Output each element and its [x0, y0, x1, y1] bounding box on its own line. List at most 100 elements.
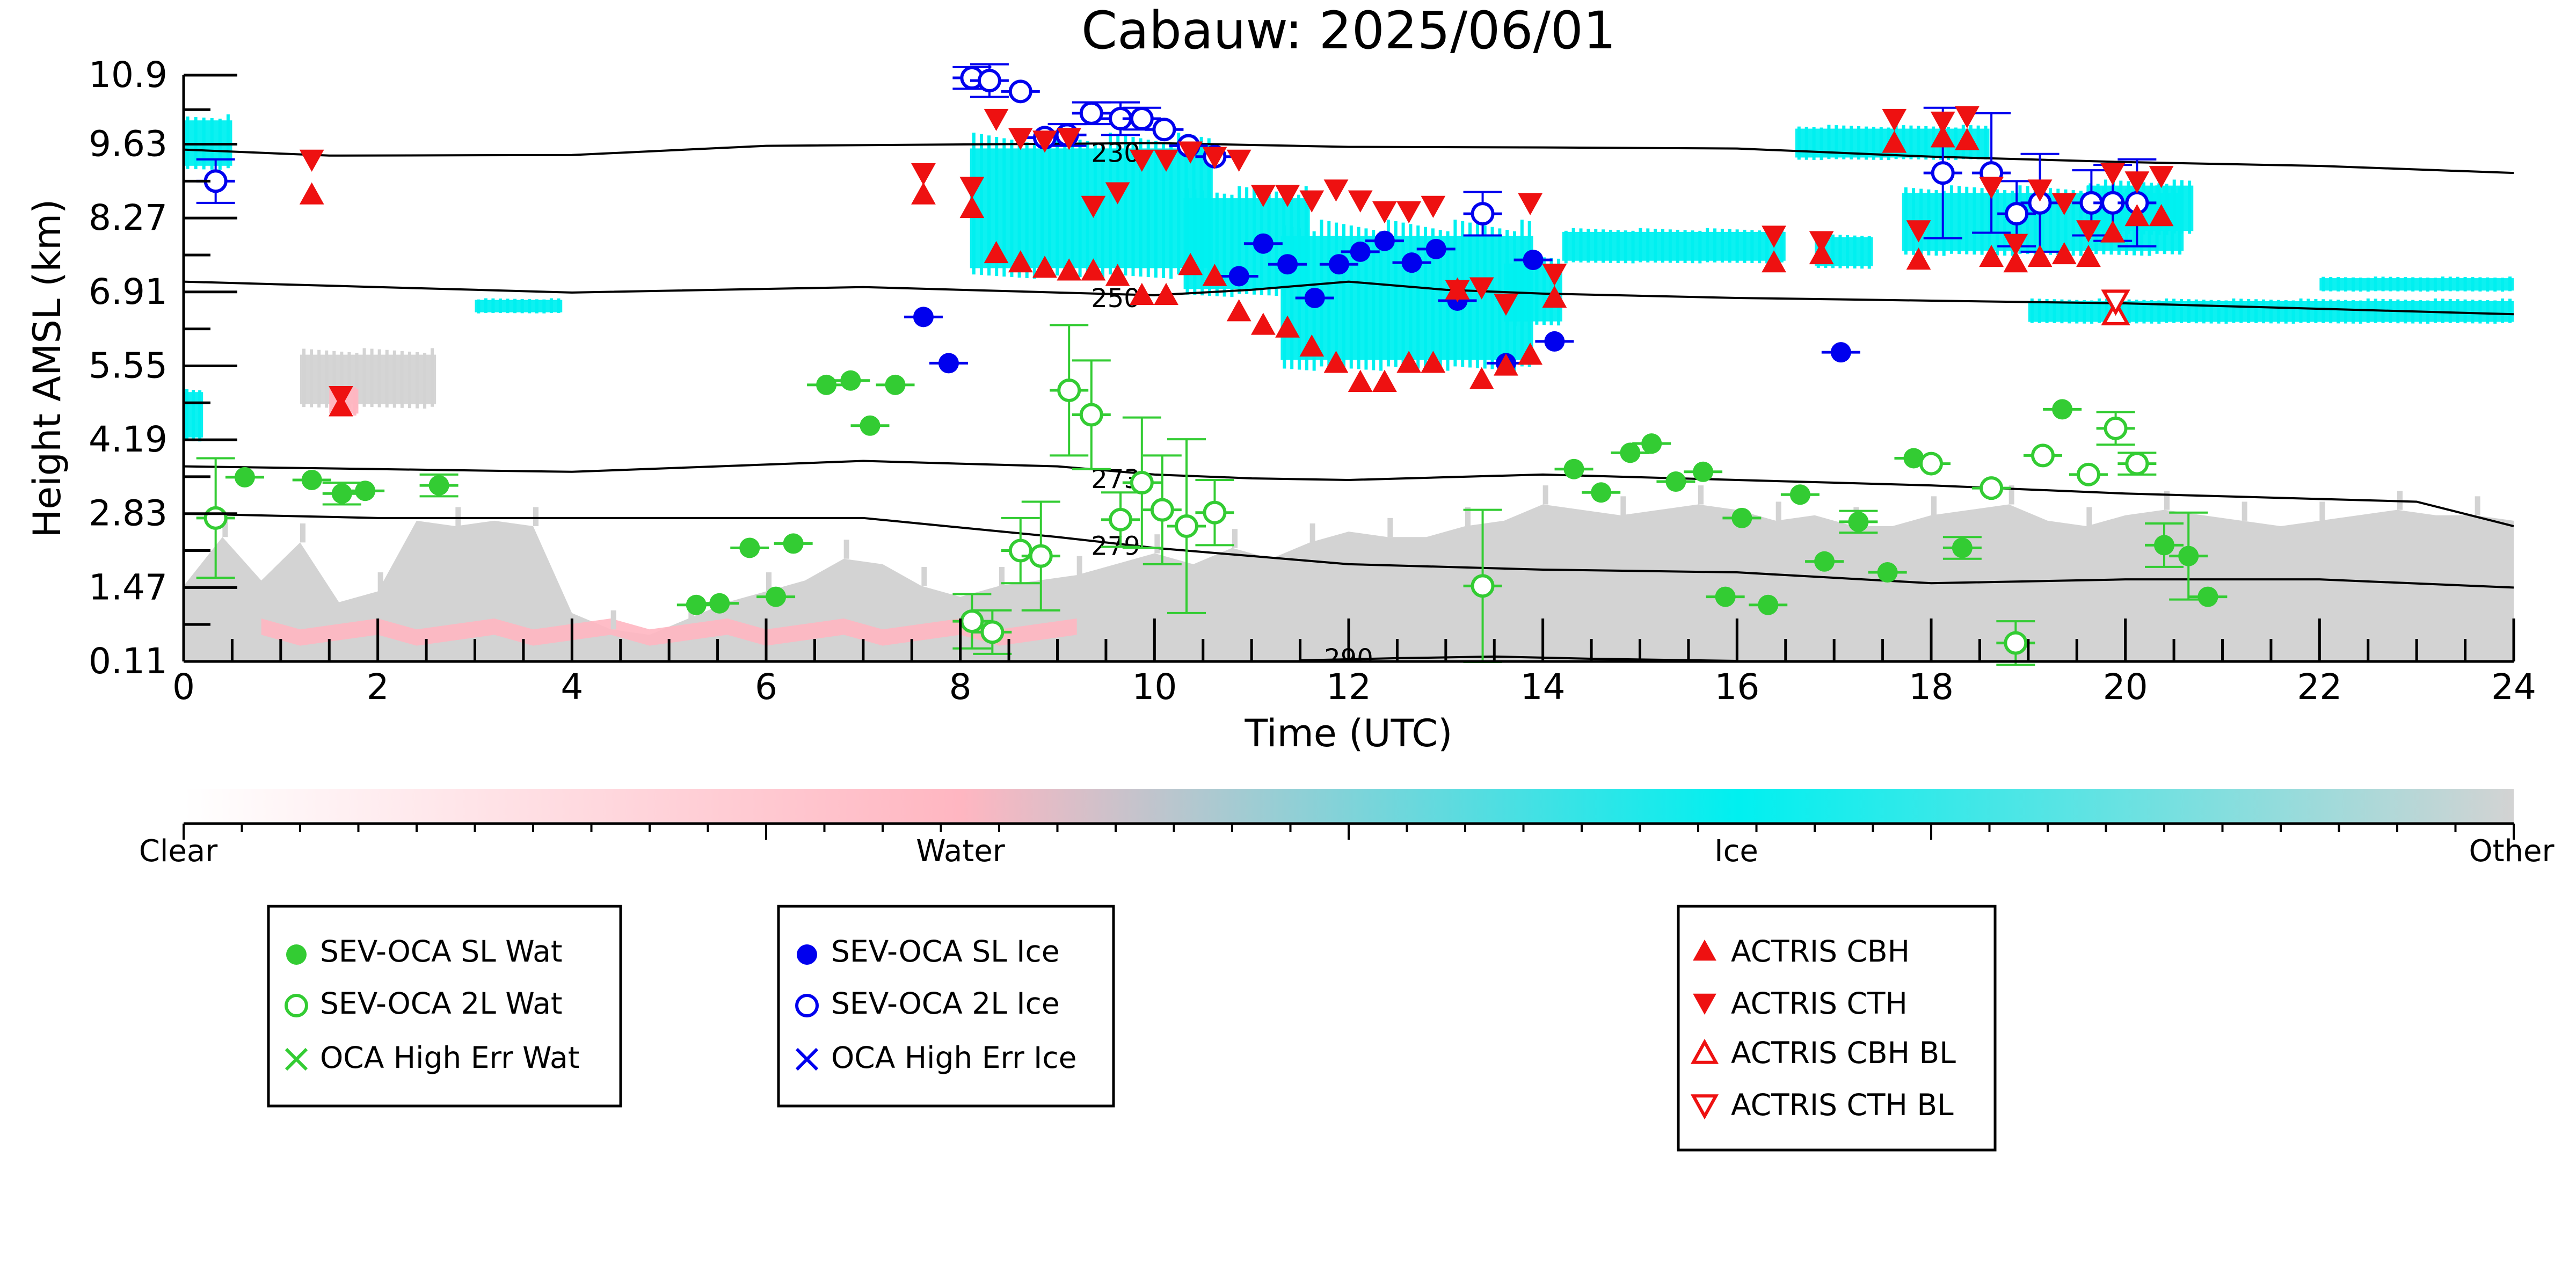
cloud-streak-water [346, 387, 350, 416]
x-tick-label: 22 [2297, 666, 2342, 708]
cloud-streak-ice [1185, 188, 1189, 295]
cloud-streak-other [347, 352, 351, 409]
cloud-streak-other [310, 349, 314, 407]
near-surface-water-layer [261, 618, 1077, 646]
cloud-streak-ice [1676, 229, 1679, 263]
marker-actris-cth [1518, 193, 1543, 215]
cloud-streak-ice [542, 299, 546, 314]
cloud-streak-ice [2291, 300, 2295, 324]
cloud-streak-ice [2064, 189, 2068, 256]
legend-marker-sev-oca-2l-ice [795, 994, 819, 1017]
marker-sev-oca-sl-ice [1544, 331, 1565, 352]
colorbar-label-other: Other [2469, 834, 2555, 869]
cloud-streak-ice [1048, 134, 1052, 275]
cloud-streak-other [355, 353, 359, 409]
cloud-streak-ice [2209, 300, 2213, 324]
marker-actris-cth [1421, 195, 1446, 218]
cloud-streak-ice [2068, 300, 2071, 324]
x-tick-label: 6 [755, 666, 777, 708]
cloud-streak-ice [1934, 190, 1938, 256]
cloud-streak-ice [2478, 300, 2482, 324]
marker-actris-cbh [1930, 125, 1955, 148]
cloud-streak-ice [2172, 299, 2176, 323]
y-tick-label: 6.91 [89, 271, 168, 312]
y-tick-label: 1.47 [89, 566, 168, 608]
cloud-streak-ice [549, 298, 553, 313]
cloud-streak-ice [1230, 194, 1234, 297]
legend-actris: ACTRIS CBH ACTRIS CTH ACTRIS CBH BL ACTR… [1677, 905, 1997, 1152]
cloud-patch-ice [1562, 231, 1786, 261]
cloud-streak-ice [2366, 278, 2370, 292]
cloud-streak-ice [1909, 125, 1913, 159]
cloud-streak-other [431, 348, 434, 407]
marker-sev-oca-2l-ice [1931, 161, 1955, 185]
clutter-streak [766, 572, 772, 592]
marker-sev-oca-sl-wat [331, 483, 352, 504]
colorbar-label-ice: Ice [1714, 834, 1758, 869]
marker-actris-cth [1323, 179, 1349, 202]
marker-actris-cbh [1323, 351, 1349, 373]
cloud-streak-ice [2269, 300, 2273, 324]
clutter-streak [300, 523, 305, 543]
marker-actris-cbh [1372, 369, 1397, 392]
marker-actris-cth [1469, 277, 1494, 300]
cloud-streak-ice [2041, 187, 2044, 255]
marker-actris-cth [1226, 149, 1251, 172]
cloud-streak-ice [2486, 300, 2490, 324]
marker-sev-oca-2l-wat [1029, 544, 1053, 568]
clutter-streak [1620, 496, 1626, 515]
marker-sev-oca-sl-wat [2178, 545, 2199, 566]
clutter-streak [1076, 556, 1082, 576]
cloud-streak-ice [2105, 299, 2108, 323]
marker-sev-oca-sl-wat [1758, 594, 1779, 615]
cloud-streak-ice [1624, 230, 1627, 264]
cloud-streak-ice [2351, 277, 2355, 292]
cloud-streak-ice [535, 299, 539, 314]
cloud-streak-ice [1086, 141, 1089, 278]
cloud-streak-ice [1349, 225, 1353, 369]
cloud-streak-ice [192, 390, 195, 441]
marker-actris-cbh [2003, 250, 2028, 273]
marker-actris-cbh [2124, 204, 2150, 227]
legend-marker-actris-cbh-bl [1690, 1038, 1719, 1064]
cloud-streak-ice [2127, 299, 2131, 324]
cloud-streak-ice [1468, 222, 1472, 368]
cloud-streak-ice [1743, 229, 1747, 263]
cloud-streak-ice [1917, 126, 1920, 159]
chart-title: Cabauw: 2025/06/01 [1081, 1, 1616, 61]
cloud-streak-ice [2150, 300, 2153, 324]
legend-label-sev-oca-2l-ice: SEV-OCA 2L Ice [831, 986, 1060, 1021]
marker-sev-oca-2l-wat [2031, 443, 2055, 468]
cloud-streak-ice [1831, 234, 1835, 268]
cloud-streak-ice [2187, 299, 2191, 323]
legend-marker-sev-oca-2l-wat [285, 994, 308, 1017]
legend-label-oca-high-err-ice: OCA High Err Ice [831, 1040, 1076, 1075]
marker-sev-oca-sl-wat [301, 469, 322, 490]
cloud-streak-ice [2501, 298, 2505, 323]
marker-actris-cbh [1979, 244, 2004, 267]
cloud-streak-ice [2033, 186, 2037, 254]
cloud-streak-ice [2471, 277, 2475, 292]
cloud-streak-ice [1200, 190, 1204, 296]
marker-actris-cbh [1809, 242, 1834, 265]
marker-actris-cth [2076, 220, 2101, 243]
cloud-streak-ice [1942, 191, 1946, 256]
cloud-streak-ice [1424, 227, 1428, 369]
marker-actris-cbh [1542, 285, 1567, 308]
marker-sev-oca-sl-wat [1952, 537, 1973, 558]
cloud-streak-ice [491, 298, 495, 313]
cloud-streak-ice [1146, 140, 1150, 278]
cloud-streak-ice [2456, 299, 2459, 323]
cloud-streak-ice [2239, 299, 2243, 323]
legend-marker-actris-cbh [1693, 939, 1716, 961]
x-tick-label: 14 [1520, 666, 1566, 708]
marker-actris-cth [2051, 193, 2077, 215]
cloud-streak-ice [528, 299, 532, 314]
marker-actris-cth [1178, 141, 1203, 164]
cloud-streak-ice [2179, 299, 2183, 323]
clutter-streak [999, 566, 1005, 586]
cloud-streak-ice [1602, 229, 1605, 263]
cloud-streak-ice [2172, 179, 2176, 234]
clutter-streak [1775, 501, 1781, 521]
